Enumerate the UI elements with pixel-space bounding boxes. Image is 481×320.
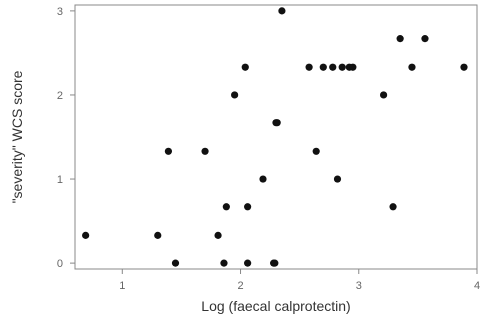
data-point (201, 147, 209, 155)
y-tick-label: 3 (57, 6, 63, 18)
data-point (460, 63, 468, 71)
data-point (273, 119, 281, 127)
plot-area (74, 4, 478, 270)
data-points (82, 7, 468, 267)
data-point (154, 231, 162, 239)
data-point (271, 259, 279, 267)
y-axis: 0 1 2 3 (57, 6, 75, 270)
y-axis-title: "severity" WCS score (9, 70, 25, 203)
data-point (389, 203, 397, 211)
plot-border (74, 4, 478, 270)
x-tick-label: 1 (119, 280, 125, 292)
data-point (214, 231, 222, 239)
data-point (312, 147, 320, 155)
data-point (244, 259, 252, 267)
x-tick-label: 2 (237, 280, 243, 292)
data-point (333, 175, 342, 183)
data-point (278, 7, 286, 15)
data-point (171, 259, 180, 267)
data-point (220, 259, 228, 267)
data-point (259, 175, 267, 183)
data-point (338, 63, 346, 71)
x-tick-label: 3 (356, 280, 362, 292)
x-axis-title: Log (faecal calprotectin) (201, 298, 350, 314)
data-point (408, 63, 416, 71)
y-tick-label: 0 (57, 258, 63, 270)
data-point (231, 91, 239, 99)
data-point (421, 35, 429, 43)
data-point (396, 35, 404, 43)
data-point (319, 63, 327, 71)
y-tick-label: 1 (57, 174, 63, 186)
data-point (222, 203, 230, 211)
data-point (244, 203, 252, 211)
data-point (329, 63, 337, 71)
data-point (379, 91, 388, 99)
data-point (241, 63, 249, 71)
data-point (305, 63, 313, 71)
y-tick-label: 2 (57, 90, 63, 102)
data-point (349, 63, 357, 71)
data-point (82, 231, 90, 239)
x-tick-label: 4 (474, 280, 480, 292)
data-point (164, 147, 173, 155)
x-axis: 1 2 3 4 (119, 269, 480, 292)
